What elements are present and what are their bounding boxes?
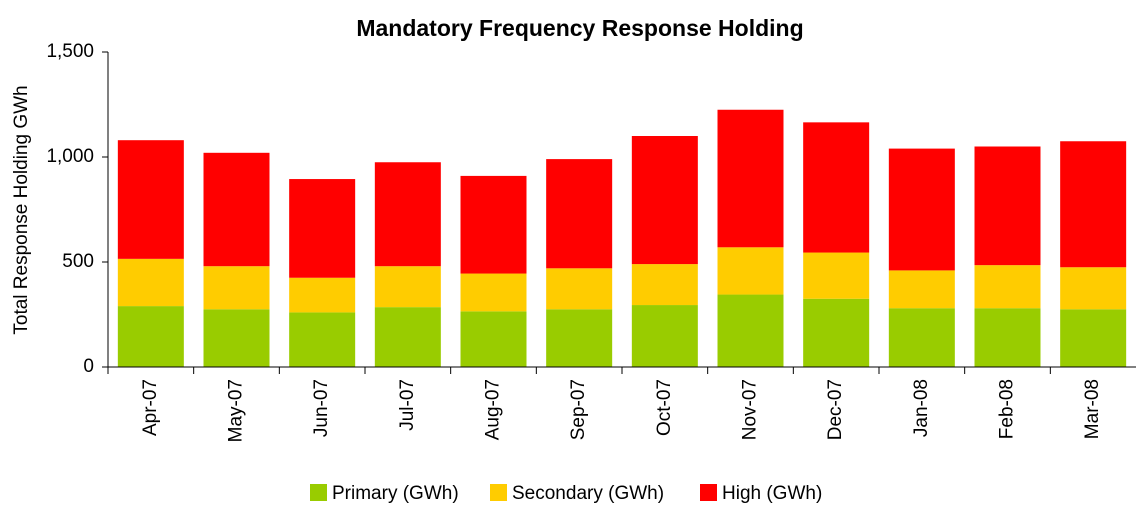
bar-segment [117, 258, 184, 307]
bar-segment [631, 136, 698, 265]
bar-segment [803, 252, 870, 299]
bar-segment [974, 308, 1041, 367]
y-tick-label: 1,500 [46, 41, 94, 62]
legend-swatch [490, 484, 507, 501]
x-tick-label: Sep-07 [568, 379, 589, 440]
legend-label: Primary (GWh) [332, 483, 459, 504]
legend-swatch [700, 484, 717, 501]
bar-segment [546, 268, 613, 310]
x-tick-label: Mar-08 [1082, 379, 1103, 439]
bar-segment [803, 298, 870, 367]
x-tick-label: Apr-07 [140, 379, 161, 436]
bar-segment [717, 109, 784, 248]
x-tick-label: Jun-07 [311, 379, 332, 437]
x-tick-label: Jan-08 [911, 379, 932, 437]
bar-segment [460, 273, 527, 312]
bar-segment [203, 309, 270, 367]
legend-label: High (GWh) [722, 483, 822, 504]
bar-segment [1060, 309, 1127, 367]
bar-segment [974, 146, 1041, 266]
bar-segment [289, 179, 356, 278]
legend-label: Secondary (GWh) [512, 483, 664, 504]
x-tick-label: Aug-07 [483, 379, 504, 440]
x-tick-label: Feb-08 [997, 379, 1018, 439]
bar-segment [631, 264, 698, 306]
bar-segment [374, 307, 441, 367]
x-tick-label: Jul-07 [397, 379, 418, 431]
x-tick-label: Dec-07 [825, 379, 846, 440]
bar-segment [289, 312, 356, 367]
bar-segment [117, 306, 184, 367]
bar-segment [888, 270, 955, 309]
x-tick-label: Oct-07 [654, 379, 675, 436]
x-tick-label: May-07 [226, 379, 247, 442]
bar-segment [460, 311, 527, 367]
bar-segment [803, 122, 870, 253]
bar-segment [717, 294, 784, 367]
x-tick-label: Nov-07 [740, 379, 761, 440]
bar-segment [289, 277, 356, 313]
bar-segment [117, 140, 184, 259]
y-tick-label: 0 [83, 356, 94, 377]
bar-segment [974, 265, 1041, 309]
bar-segment [888, 148, 955, 271]
bar-segment [203, 152, 270, 267]
legend-swatch [310, 484, 327, 501]
bar-segment [374, 162, 441, 267]
bar-segment [1060, 267, 1127, 310]
bar-segment [717, 247, 784, 295]
y-axis-label: Total Response Holding GWh [11, 85, 32, 334]
bar-segment [888, 308, 955, 367]
bar-segment [631, 305, 698, 367]
chart-title: Mandatory Frequency Response Holding [356, 15, 803, 41]
bar-segment [546, 159, 613, 269]
bar-segment [546, 309, 613, 367]
bar-segment [1060, 141, 1127, 268]
bar-segment [374, 266, 441, 308]
bar-segment [460, 175, 527, 274]
bar-segment [203, 266, 270, 310]
y-tick-label: 1,000 [46, 146, 94, 167]
y-tick-label: 500 [62, 251, 94, 272]
